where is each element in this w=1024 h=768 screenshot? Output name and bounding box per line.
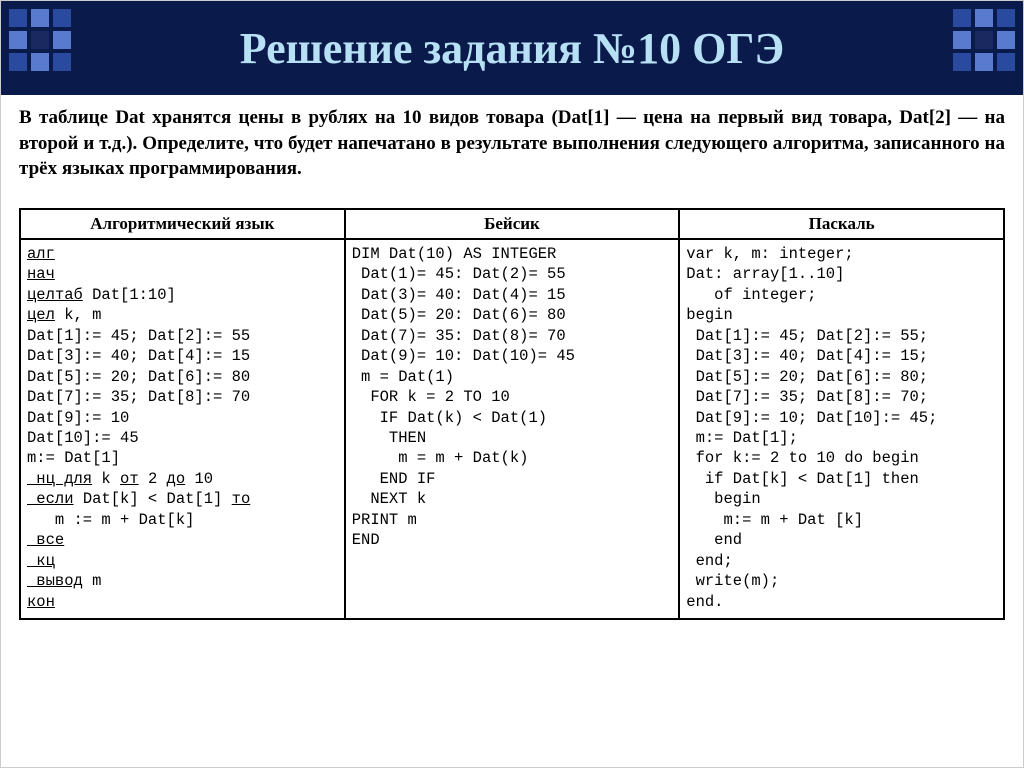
code-line: Dat[10]:= 45 bbox=[27, 429, 139, 447]
code-token: то bbox=[232, 490, 251, 508]
corner-decoration-right bbox=[953, 9, 1015, 71]
deco-square bbox=[9, 53, 27, 71]
slide-content: В таблице Dat хранятся цены в рублях на … bbox=[1, 95, 1023, 620]
code-line: алг bbox=[27, 245, 55, 263]
code-token: 2 bbox=[139, 470, 167, 488]
slide-header: Решение задания №10 ОГЭ bbox=[1, 1, 1023, 95]
code-line: Dat[5]:= 20; Dat[6]:= 80 bbox=[27, 368, 250, 386]
code-token: все bbox=[27, 531, 64, 549]
code-token: вывод bbox=[27, 572, 83, 590]
code-token: k bbox=[92, 470, 120, 488]
code-line: m:= Dat[1] bbox=[27, 449, 120, 467]
code-token: 10 bbox=[185, 470, 213, 488]
deco-square bbox=[997, 53, 1015, 71]
deco-square bbox=[997, 31, 1015, 49]
col-header-basic: Бейсик bbox=[345, 209, 680, 239]
slide-title: Решение задания №10 ОГЭ bbox=[240, 23, 784, 74]
corner-decoration-left bbox=[9, 9, 71, 71]
code-token: нц для bbox=[27, 470, 92, 488]
cell-algo: алг нач целтаб Dat[1:10] цел k, m Dat[1]… bbox=[20, 239, 345, 619]
code-token: от bbox=[120, 470, 139, 488]
code-token: целтаб bbox=[27, 286, 83, 304]
col-header-algo: Алгоритмический язык bbox=[20, 209, 345, 239]
deco-square bbox=[953, 9, 971, 27]
deco-square bbox=[31, 9, 49, 27]
table-row: алг нач целтаб Dat[1:10] цел k, m Dat[1]… bbox=[20, 239, 1004, 619]
deco-square bbox=[9, 31, 27, 49]
col-header-pascal: Паскаль bbox=[679, 209, 1004, 239]
slide: Решение задания №10 ОГЭ В таблице Dat хр… bbox=[0, 0, 1024, 768]
code-line: Dat[9]:= 10 bbox=[27, 409, 129, 427]
deco-square bbox=[31, 53, 49, 71]
code-line: Dat[1]:= 45; Dat[2]:= 55 bbox=[27, 327, 250, 345]
code-line: Dat[7]:= 35; Dat[8]:= 70 bbox=[27, 388, 250, 406]
code-token: k, m bbox=[55, 306, 102, 324]
cell-pascal: var k, m: integer; Dat: array[1..10] of … bbox=[679, 239, 1004, 619]
code-line: кон bbox=[27, 593, 55, 611]
deco-square bbox=[953, 31, 971, 49]
code-token: если bbox=[27, 490, 74, 508]
deco-square bbox=[53, 31, 71, 49]
deco-square bbox=[53, 53, 71, 71]
code-token: цел bbox=[27, 306, 55, 324]
deco-square bbox=[975, 53, 993, 71]
deco-square bbox=[9, 9, 27, 27]
table-header-row: Алгоритмический язык Бейсик Паскаль bbox=[20, 209, 1004, 239]
deco-square bbox=[31, 31, 49, 49]
code-table: Алгоритмический язык Бейсик Паскаль алг … bbox=[19, 208, 1005, 620]
cell-basic: DIM Dat(10) AS INTEGER Dat(1)= 45: Dat(2… bbox=[345, 239, 680, 619]
deco-square bbox=[975, 9, 993, 27]
code-token: m bbox=[83, 572, 102, 590]
deco-square bbox=[953, 53, 971, 71]
code-line: нач bbox=[27, 265, 55, 283]
deco-square bbox=[997, 9, 1015, 27]
code-token: Dat[1:10] bbox=[83, 286, 176, 304]
code-line: Dat[3]:= 40; Dat[4]:= 15 bbox=[27, 347, 250, 365]
problem-statement: В таблице Dat хранятся цены в рублях на … bbox=[19, 105, 1005, 182]
code-token: кц bbox=[27, 552, 55, 570]
code-line: m := m + Dat[k] bbox=[27, 511, 194, 529]
deco-square bbox=[975, 31, 993, 49]
deco-square bbox=[53, 9, 71, 27]
code-token: до bbox=[167, 470, 186, 488]
code-token: Dat[k] < Dat[1] bbox=[74, 490, 232, 508]
